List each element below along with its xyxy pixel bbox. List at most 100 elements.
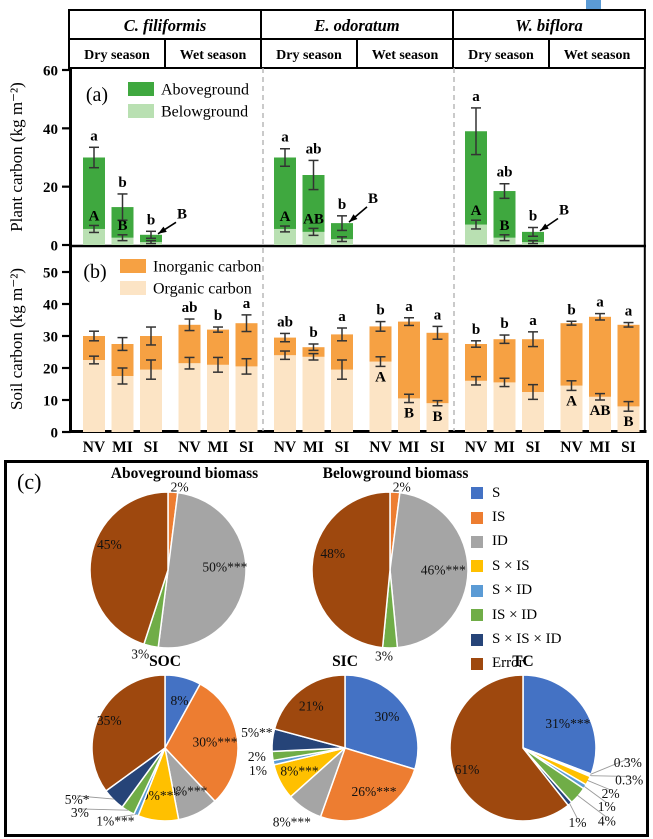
sig-letter: B <box>368 191 378 207</box>
leader-line <box>587 780 611 791</box>
bar-aboveground <box>302 174 325 232</box>
pie-slice-S <box>522 674 597 776</box>
legend-label: IS × ID <box>492 606 538 623</box>
pie-slice-Error <box>89 491 169 646</box>
panel-c-label: (c) <box>17 469 42 494</box>
x-cat-label: MI <box>303 439 324 456</box>
legend-swatch-icon <box>471 535 483 548</box>
pie-label: 2% <box>248 749 266 764</box>
bar-inorganic <box>331 334 353 370</box>
pie-label: 8%*** <box>280 764 318 779</box>
sig-letter: a <box>472 89 480 105</box>
sig-letter: b <box>567 302 575 318</box>
bar-inorganic <box>369 326 392 362</box>
sig-letter: b <box>338 197 346 213</box>
legend-swatch-icon <box>471 487 483 500</box>
legend-label: S × IS <box>492 557 530 574</box>
x-cat-label: NV <box>369 439 392 456</box>
pie-label: 48% <box>320 546 345 561</box>
sig-letter: B <box>117 218 127 234</box>
pie-label: 5%** <box>241 725 273 740</box>
tick-label: 30 <box>43 330 58 346</box>
leader-line <box>77 795 114 800</box>
sig-letter: ab <box>306 141 322 157</box>
x-cat-label: NV <box>465 439 488 456</box>
tick-label: 40 <box>43 122 58 138</box>
bar-inorganic <box>178 324 201 364</box>
bar-panels-chart: C. filiformis E. odoratum W. biflora Dry se… <box>7 9 647 456</box>
bar-belowground <box>302 231 325 245</box>
leader-line <box>577 795 608 818</box>
pie-label: 3% <box>71 805 89 820</box>
panel-c: (c) Aboveground biomass Belowground biom… <box>4 460 649 837</box>
bar-aboveground <box>493 191 516 238</box>
pie-slice-IS <box>164 683 239 803</box>
sig-letter: a <box>596 295 604 311</box>
tick-label: 20 <box>43 362 58 378</box>
header-season-cell <box>356 38 454 69</box>
x-cat-label: NV <box>83 439 106 456</box>
pie-legend-item: S × ID <box>471 579 561 603</box>
bar-organic <box>178 363 201 432</box>
species-label: W. biflora <box>515 16 583 35</box>
sig-letter: ab <box>497 165 513 181</box>
pie-label: 1% <box>569 815 587 830</box>
pie-legend-item: S <box>471 481 561 505</box>
pie-label: 1%*** <box>96 814 134 829</box>
header-season-cell <box>548 38 646 69</box>
pie-label: 30% <box>375 709 400 724</box>
legend-label: Error <box>492 655 524 672</box>
sig-letter: a <box>625 304 633 320</box>
bar-aboveground <box>465 131 487 225</box>
sig-letter: b <box>376 303 384 319</box>
x-cat-label: MI <box>208 439 229 456</box>
bar-inorganic <box>493 339 516 383</box>
bar-organic <box>274 355 296 432</box>
bar-organic <box>235 366 258 432</box>
sig-letter: b <box>214 308 222 324</box>
pie-label: 2% <box>602 786 620 801</box>
panel-tag: (b) <box>83 261 106 283</box>
leader-line <box>79 808 129 811</box>
bar-organic <box>140 369 162 432</box>
sig-letter: B <box>623 414 633 430</box>
bar-inorganic <box>589 316 611 397</box>
leader-line <box>589 775 630 777</box>
pie-charts: 2% 50%*** 3% 45% 2% 46%*** 3% 48% 8% 30%*** 9%***9… <box>65 480 644 830</box>
bar-belowground <box>83 228 105 245</box>
leader-line <box>569 803 578 819</box>
legend-swatch-icon <box>471 609 483 622</box>
sig-letter: b <box>147 212 155 228</box>
legend-label: Organic carbon <box>153 281 252 298</box>
bar-inorganic <box>140 336 162 370</box>
sig-letter: B <box>177 206 187 222</box>
bar-inorganic <box>465 344 487 381</box>
pie-legend: S IS ID S × IS S × ID IS × ID S × IS × ID Error <box>471 481 561 676</box>
bar-organic <box>560 385 583 432</box>
x-cat-label: SI <box>335 439 350 456</box>
legend-swatch-icon <box>128 82 154 96</box>
sig-letter: A <box>280 209 291 225</box>
bar-aboveground <box>111 207 134 238</box>
sig-letter: a <box>243 296 251 312</box>
y-axis-title-plant: Plant carbon (kg m⁻²) <box>7 82 26 232</box>
tick-label: 10 <box>43 394 58 410</box>
arrow-head <box>349 214 358 223</box>
pie-slice-Error <box>91 674 166 792</box>
legend-swatch-icon <box>120 281 146 295</box>
x-cat-label: SI <box>239 439 254 456</box>
species-label: C. filiformis <box>124 16 207 35</box>
sig-letter: a <box>529 313 537 329</box>
pie-slice-Error <box>311 491 391 649</box>
header-season-cell <box>452 38 550 69</box>
pie-label: 26%*** <box>352 784 397 799</box>
legend-label: S × IS × ID <box>492 631 562 648</box>
bar-inorganic <box>207 329 229 365</box>
bar-inorganic <box>617 324 640 407</box>
bar-organic <box>522 392 544 432</box>
sig-letter: b <box>472 322 480 338</box>
x-cat-label: MI <box>112 439 133 456</box>
season-label: Wet season <box>372 48 439 63</box>
bar-organic <box>83 360 105 432</box>
season-label: Dry season <box>84 48 150 63</box>
